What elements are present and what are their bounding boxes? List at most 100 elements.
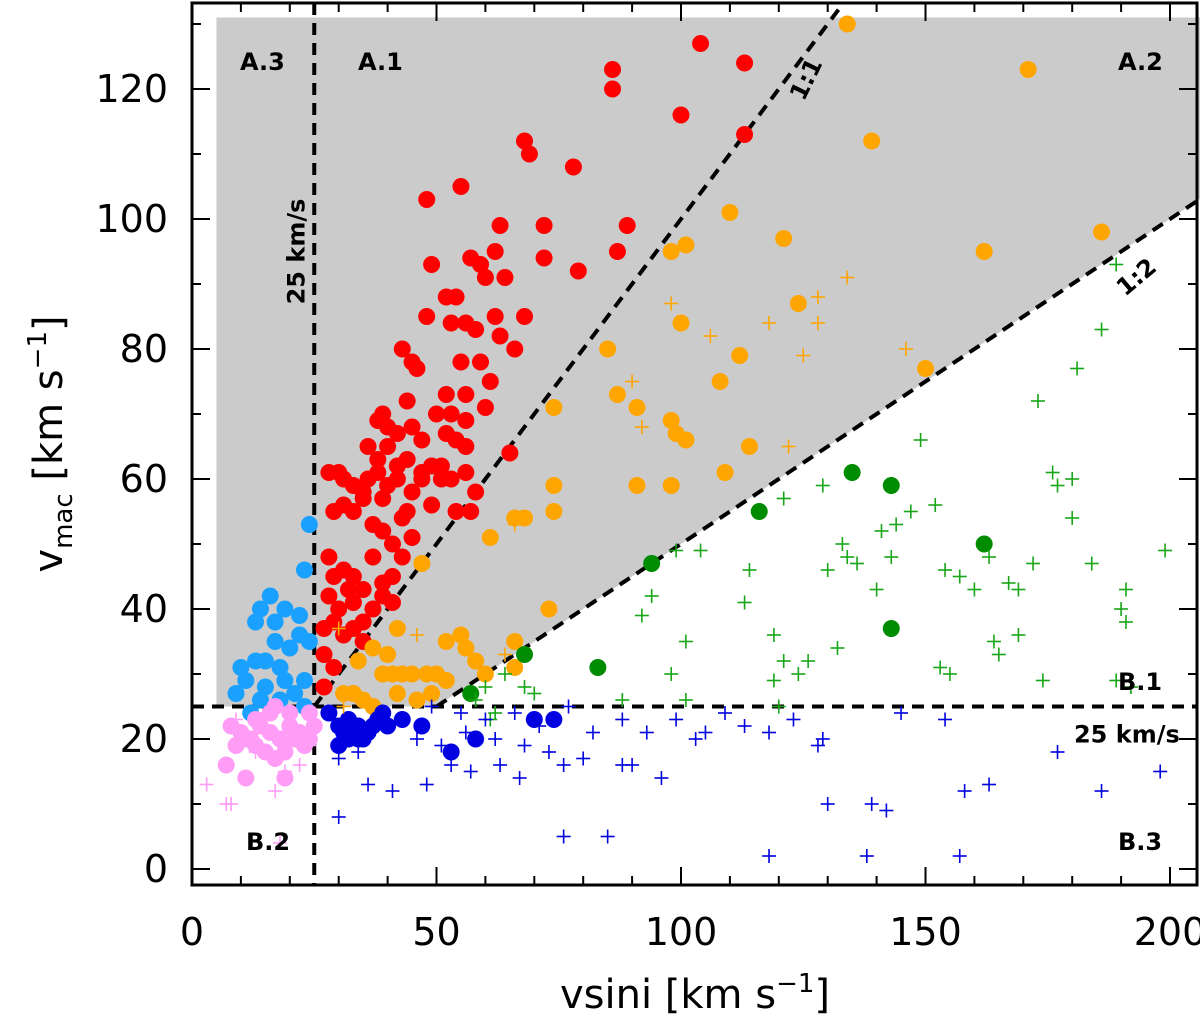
orange-filled-group-a-2-point	[711, 373, 729, 390]
green-plus-point	[468, 693, 483, 707]
blue-plus-point	[654, 771, 669, 785]
red-group-a-1-point	[496, 269, 514, 286]
red-group-a-1-point	[467, 483, 485, 501]
red-group-a-1-point	[423, 256, 441, 273]
green-plus-point	[742, 563, 757, 577]
pink-filled-group-b-2-point	[281, 704, 299, 722]
green-plus-point	[1070, 361, 1085, 376]
red-group-a-1-point	[447, 288, 465, 306]
orange-filled-group-a-2-point	[437, 633, 455, 650]
cyan-group-a-3-point	[286, 685, 304, 702]
green-filled-group-b-1-point	[589, 659, 607, 676]
green-filled-group-b-1-point	[516, 646, 534, 663]
x-tick-label: 150	[889, 910, 962, 954]
blue-plus-point	[820, 797, 835, 811]
pink-filled-group-b-2-point	[300, 704, 318, 722]
red-group-a-1-point	[423, 496, 441, 514]
orange-filled-group-a-2-point	[775, 230, 793, 247]
green-plus-point	[850, 556, 865, 571]
blue-plus-point	[625, 758, 640, 772]
green-plus-point	[815, 478, 830, 493]
green-plus-point	[1114, 602, 1129, 616]
pink-plus-point	[292, 758, 307, 772]
green-plus-point	[664, 667, 679, 681]
orange-filled-group-a-2-point	[437, 672, 455, 689]
red-group-a-1-point	[736, 126, 754, 143]
red-group-a-1-point	[330, 600, 348, 618]
green-plus-point	[669, 543, 684, 558]
red-group-a-1-point	[569, 262, 587, 280]
pink-filled-group-b-2-point	[271, 730, 289, 748]
red-group-a-1-point	[428, 405, 445, 423]
red-group-a-1-point	[476, 399, 494, 416]
green-plus-point	[1011, 628, 1026, 642]
orange-filled-group-a-2-point	[545, 477, 563, 494]
red-group-a-1-point	[608, 243, 626, 260]
red-group-a-1-point	[383, 535, 401, 553]
green-plus-point	[497, 667, 512, 681]
orange-filled-group-a-2-point	[364, 639, 382, 657]
blue-plus-point	[576, 751, 591, 766]
pink-filled-group-b-2-point	[217, 756, 235, 774]
horizontal-25-label: 25 km/s	[1074, 721, 1180, 749]
pink-plus-point	[248, 745, 263, 759]
orange-plus-point	[762, 316, 777, 330]
blue-plus-point	[541, 745, 556, 759]
y-tick-label: 60	[120, 457, 168, 501]
blue-plus-point	[1153, 764, 1168, 779]
blue-plus-point	[331, 751, 346, 766]
blue-filled-group-b-3-point	[393, 711, 411, 728]
red-group-a-1-point	[457, 386, 475, 403]
red-group-a-1-point	[388, 425, 406, 442]
cyan-group-a-3-point	[300, 633, 318, 650]
orange-plus-point	[703, 329, 718, 343]
svg-text:vmac [km s−1]: vmac [km s−1]	[23, 315, 79, 572]
blue-filled-group-b-3-point	[379, 717, 397, 735]
red-group-a-1-point	[437, 386, 455, 403]
blue-plus-point	[585, 725, 600, 740]
green-plus-point	[869, 582, 884, 597]
red-group-a-1-point	[379, 438, 397, 455]
red-group-a-1-point	[418, 191, 436, 208]
orange-plus-point	[810, 316, 825, 330]
pink-plus-point	[277, 764, 292, 779]
blue-plus-point	[507, 706, 522, 720]
green-plus-point	[986, 634, 1001, 649]
blue-plus-point	[517, 738, 532, 753]
green-plus-point	[820, 563, 835, 577]
green-plus-point	[1035, 673, 1050, 688]
orange-plus-point	[840, 270, 855, 285]
green-plus-point	[644, 589, 659, 603]
red-group-a-1-point	[564, 158, 582, 176]
red-group-a-1-point	[354, 581, 372, 598]
green-plus-point	[1045, 465, 1060, 480]
blue-plus-point	[488, 732, 503, 746]
orange-plus-point	[796, 348, 811, 363]
blue-filled-group-b-3-point	[545, 711, 563, 728]
green-plus-point	[615, 693, 630, 707]
x-tick-label: 0	[180, 910, 204, 954]
red-group-a-1-point	[320, 548, 338, 566]
orange-plus-point	[331, 621, 346, 636]
blue-plus-point	[810, 738, 825, 753]
blue-plus-point	[556, 758, 571, 772]
pink-plus-point	[302, 738, 317, 753]
orange-filled-group-a-2-point	[506, 633, 524, 650]
orange-filled-group-a-2-point	[457, 639, 475, 657]
blue-plus-point	[762, 849, 777, 863]
red-group-a-1-point	[462, 503, 480, 520]
green-plus-point	[1026, 556, 1041, 571]
red-group-a-1-point	[506, 340, 524, 358]
blue-plus-point	[718, 706, 733, 720]
blue-plus-point	[532, 719, 547, 733]
orange-filled-group-a-2-point	[481, 529, 499, 546]
pink-filled-group-b-2-point	[305, 717, 323, 735]
blue-plus-point	[879, 803, 894, 818]
orange-filled-group-a-2-point	[476, 665, 494, 683]
green-plus-point	[776, 654, 791, 668]
blue-plus-point	[938, 712, 953, 727]
orange-filled-group-a-2-point	[423, 685, 441, 702]
orange-filled-group-a-2-point	[545, 399, 563, 416]
green-filled-group-b-1-point	[975, 535, 993, 553]
